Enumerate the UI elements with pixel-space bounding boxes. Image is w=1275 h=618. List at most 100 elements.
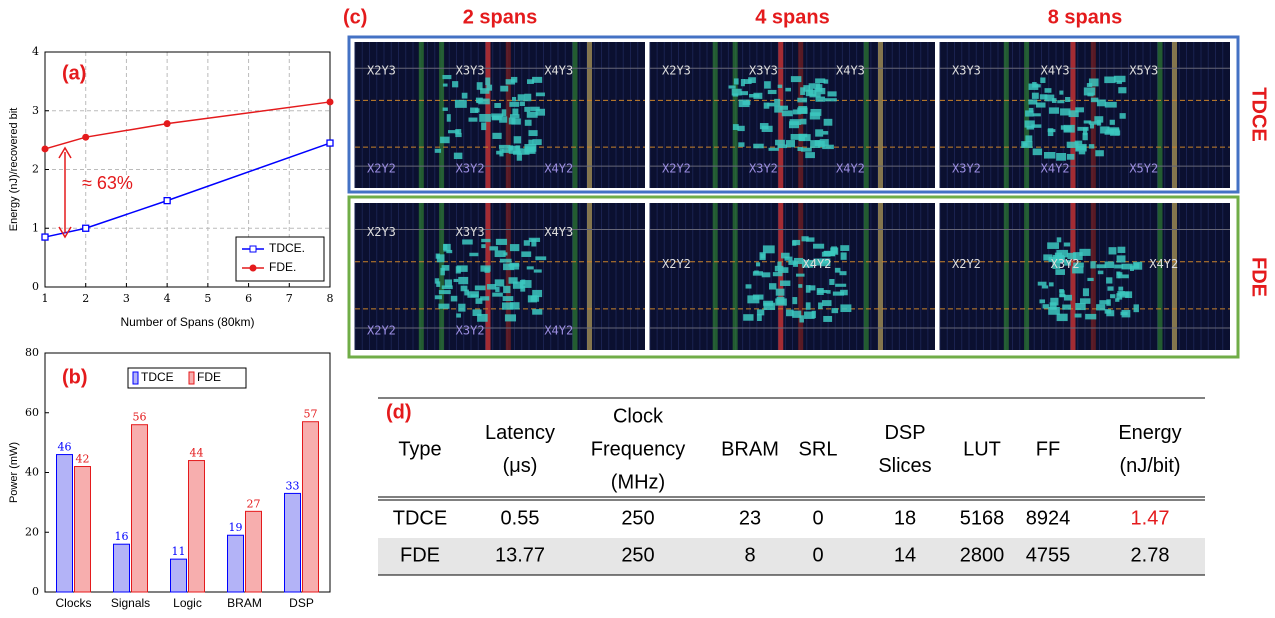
region-label: X2Y3 [367, 64, 396, 78]
marker [82, 134, 89, 141]
cell-cluster [1110, 294, 1115, 298]
header-cell: LUT [963, 438, 1001, 460]
cell-cluster [764, 81, 771, 88]
cell-cluster [458, 304, 465, 312]
cell-cluster [1104, 76, 1115, 83]
table-cell: 13.77 [495, 544, 545, 566]
cell-cluster [792, 311, 801, 318]
header-cell: (μs) [503, 455, 538, 477]
cell-cluster [1057, 237, 1062, 242]
cell-cluster [481, 239, 490, 242]
cell-cluster [1079, 151, 1085, 154]
region-label: X5Y2 [1129, 162, 1158, 176]
y-tick-label: 60 [25, 406, 39, 419]
cell-cluster [739, 100, 750, 107]
region-label: X2Y2 [662, 162, 691, 176]
cell-cluster [785, 88, 791, 92]
cell-cluster [1105, 102, 1117, 108]
column-title: 8 spans [1048, 6, 1122, 28]
cell-cluster [1118, 87, 1126, 93]
cell-cluster [1083, 288, 1089, 296]
cell-cluster [477, 100, 481, 103]
cell-cluster [813, 244, 824, 249]
cell-cluster [518, 94, 525, 101]
cell-cluster [1087, 278, 1093, 281]
cell-cluster [1117, 255, 1126, 262]
cell-cluster [514, 136, 521, 143]
panel-label: (c) [343, 6, 367, 28]
legend-label: TDCE [141, 370, 174, 384]
cell-cluster [496, 239, 507, 245]
cell-cluster [759, 252, 765, 260]
cell-cluster [774, 99, 780, 106]
cell-cluster [776, 289, 785, 296]
cell-cluster [462, 239, 473, 244]
cell-cluster [1057, 314, 1068, 321]
cell-cluster [1042, 285, 1048, 288]
cell-cluster [458, 277, 468, 284]
cell-cluster [536, 109, 545, 116]
cell-cluster [1089, 144, 1094, 148]
x-tick-label: DSP [289, 596, 314, 610]
cell-cluster [532, 139, 541, 145]
cell-cluster [510, 302, 520, 309]
cell-cluster [762, 272, 771, 277]
cell-cluster [443, 84, 448, 87]
cell-cluster [1085, 314, 1096, 319]
cell-cluster [457, 265, 468, 272]
bar [285, 493, 301, 592]
cell-cluster [763, 301, 773, 306]
cell-cluster [480, 265, 490, 271]
cell-cluster [769, 148, 779, 151]
cell-cluster [1084, 87, 1095, 95]
cell-cluster [1025, 135, 1032, 141]
region-label: X3Y2 [1051, 257, 1080, 271]
value-label: 19 [229, 521, 243, 534]
cell-cluster [495, 279, 504, 286]
cell-cluster [531, 239, 536, 246]
region-label: X4Y2 [1149, 257, 1178, 271]
cell-cluster [462, 93, 468, 99]
cell-cluster [780, 280, 790, 285]
cell-cluster [503, 286, 510, 293]
cell-cluster [782, 110, 793, 116]
cell-cluster [817, 290, 827, 293]
cell-cluster [1122, 264, 1133, 270]
cell-cluster [1047, 242, 1059, 249]
x-tick-label: 2 [82, 292, 89, 305]
region-label: X2Y2 [367, 323, 396, 337]
cell-cluster [500, 86, 508, 92]
cell-cluster [812, 311, 816, 318]
x-tick-label: 4 [164, 292, 171, 305]
cell-cluster [805, 152, 815, 158]
cell-cluster [524, 94, 531, 101]
cell-cluster [536, 93, 545, 97]
cell-cluster [511, 77, 517, 83]
cell-cluster [509, 102, 519, 107]
cell-cluster [1038, 282, 1047, 286]
region-label: X3Y2 [456, 323, 485, 337]
cell-cluster [786, 140, 795, 147]
cell-cluster [481, 244, 485, 248]
cell-cluster [532, 309, 542, 315]
cell-cluster [1134, 304, 1139, 312]
header-cell: DSP [884, 422, 925, 444]
cell-cluster [1080, 298, 1091, 304]
region-label: X4Y2 [1041, 162, 1070, 176]
y-tick-label: 1 [32, 221, 39, 234]
cell-cluster [455, 100, 467, 108]
cell-cluster [737, 126, 744, 131]
marker [42, 145, 49, 152]
cell-cluster [469, 118, 478, 122]
cell-cluster [437, 254, 445, 262]
cell-cluster [1033, 113, 1041, 116]
cell-cluster [1060, 108, 1070, 115]
cell-cluster [792, 297, 797, 304]
region-label: X2Y2 [367, 162, 396, 176]
value-label: 42 [76, 453, 90, 466]
cell-cluster [1033, 149, 1042, 156]
cell-cluster [1083, 127, 1087, 135]
cell-cluster [796, 274, 805, 277]
cell-cluster [517, 153, 522, 161]
